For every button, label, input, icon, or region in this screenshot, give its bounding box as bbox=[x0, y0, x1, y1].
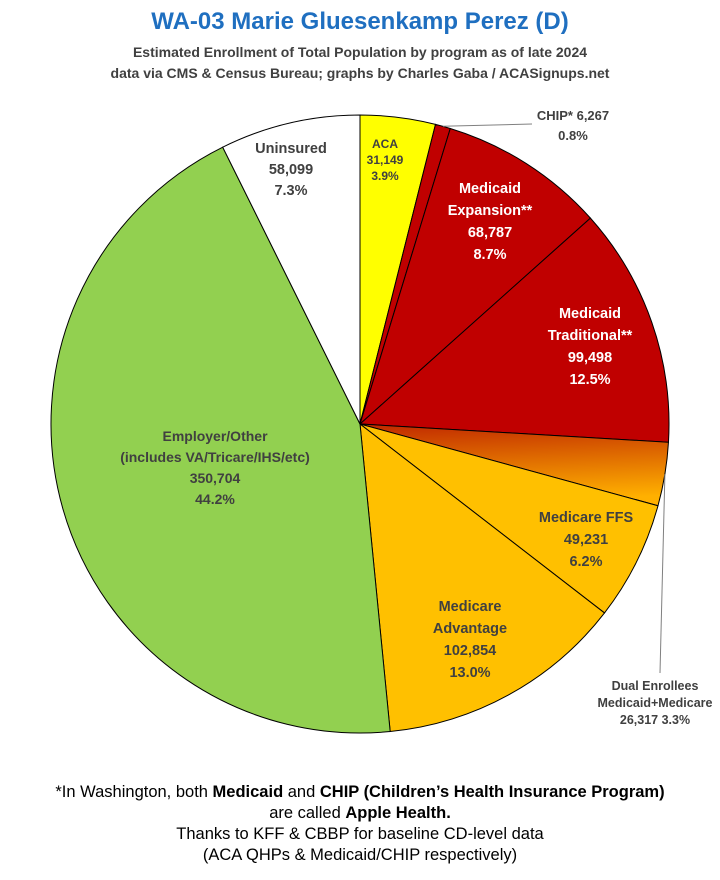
slice-pct-1: 0.8% bbox=[558, 128, 588, 143]
slice-label-8: Uninsured bbox=[255, 141, 327, 157]
pie-slice-7 bbox=[50, 146, 391, 734]
slice-value-4: 26,317 3.3% bbox=[620, 713, 690, 727]
slice-pct-3: 12.5% bbox=[569, 372, 610, 388]
footnote-line-4: (ACA QHPs & Medicaid/CHIP respectively) bbox=[202, 846, 518, 864]
pie-slice-8 bbox=[222, 114, 361, 425]
pie-slice-3 bbox=[358, 217, 670, 443]
slice-label-6: Advantage bbox=[433, 621, 507, 637]
footnote-line-1: *In Washington, both Medicaid and CHIP (… bbox=[55, 783, 665, 801]
slice-pct-5: 6.2% bbox=[569, 554, 602, 570]
chart-subtitle-2: data via CMS & Census Bureau; graphs by … bbox=[110, 65, 610, 81]
pie-slice-2 bbox=[358, 127, 592, 426]
slice-value-5: 49,231 bbox=[564, 532, 608, 548]
slice-label-7: Employer/Other bbox=[162, 428, 268, 444]
dual-leader-line bbox=[659, 474, 666, 674]
slice-label-4: Dual Enrollees bbox=[612, 679, 699, 693]
slice-label-5: Medicare FFS bbox=[539, 510, 634, 526]
slice-pct-0: 3.9% bbox=[371, 169, 399, 183]
slice-value-7: 350,704 bbox=[190, 470, 241, 486]
footnote: *In Washington, both Medicaid and CHIP (… bbox=[0, 782, 720, 866]
slice-value-8: 58,099 bbox=[269, 162, 313, 178]
chart-title: WA-03 Marie Gluesenkamp Perez (D) bbox=[151, 8, 569, 35]
slice-pct-8: 7.3% bbox=[274, 183, 307, 199]
pie-slice-5 bbox=[359, 423, 659, 614]
slice-label-3: Traditional** bbox=[548, 328, 633, 344]
footnote-line-3: Thanks to KFF & CBBP for baseline CD-lev… bbox=[176, 825, 544, 843]
slice-value-3: 99,498 bbox=[568, 350, 612, 366]
pie-slice-6 bbox=[359, 422, 606, 733]
slice-pct-7: 44.2% bbox=[195, 491, 235, 507]
slice-value-2: 68,787 bbox=[468, 225, 512, 241]
slice-label-0: ACA bbox=[372, 137, 398, 151]
slice-label-6: Medicare bbox=[439, 599, 502, 615]
slice-label-3: Medicaid bbox=[559, 306, 621, 322]
footnote-line-2: are called Apple Health. bbox=[269, 804, 451, 822]
slice-label-2: Expansion** bbox=[448, 203, 533, 219]
slice-pct-2: 8.7% bbox=[473, 247, 506, 263]
slice-label-2: Medicaid bbox=[459, 181, 521, 197]
slice-label-7: (includes VA/Tricare/IHS/etc) bbox=[120, 449, 310, 465]
chart-subtitle-1: Estimated Enrollment of Total Population… bbox=[132, 44, 588, 60]
slice-label-1: CHIP* 6,267 bbox=[537, 108, 609, 123]
slice-pct-6: 13.0% bbox=[449, 665, 490, 681]
slice-label-4: Medicaid+Medicare bbox=[598, 696, 713, 710]
pie-chart: ACA 31,149 3.9% CHIP* 6,267 0.8% Medicaid Expa… bbox=[50, 108, 713, 734]
chip-leader-line bbox=[442, 123, 533, 127]
slice-value-0: 31,149 bbox=[367, 153, 404, 167]
slice-value-6: 102,854 bbox=[444, 643, 496, 659]
